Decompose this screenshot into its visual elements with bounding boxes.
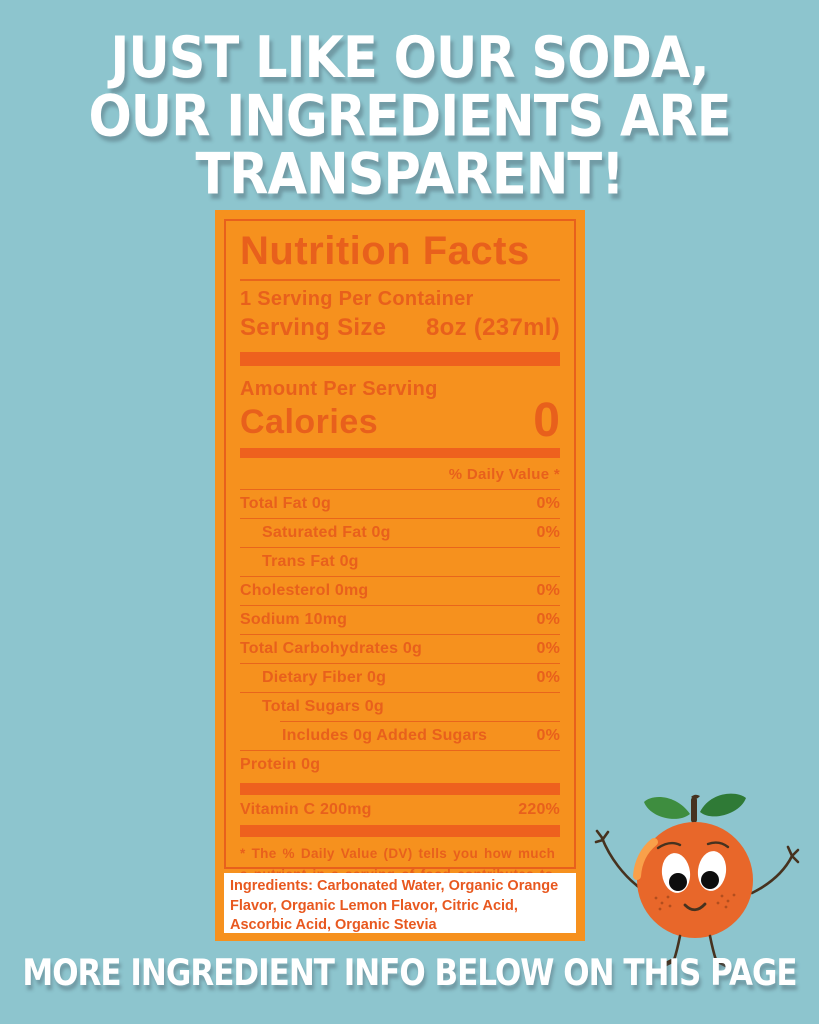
footer-text: MORE INGREDIENT INFO BELOW ON THIS PAGE <box>22 952 797 995</box>
calories-value: 0 <box>533 394 560 447</box>
nutrient-row-saturated-fat: Saturated Fat 0g 0% <box>262 524 560 542</box>
title-line-1: JUST LIKE OUR SODA, <box>110 25 709 92</box>
mascot-freckles <box>654 893 736 911</box>
nutrient-row-cholesterol: Cholesterol 0mg 0% <box>240 582 560 600</box>
amount-per-serving-label: Amount Per Serving <box>240 378 438 400</box>
ingredients-box: Ingredients: Carbonated Water, Organic O… <box>224 873 576 933</box>
orange-mascot <box>594 793 800 968</box>
nutrient-row-total-carbohydrates: Total Carbohydrates 0g 0% <box>240 640 560 658</box>
nutrient-row-dietary-fiber: Dietary Fiber 0g 0% <box>262 669 560 687</box>
mascot-arms <box>594 829 800 895</box>
calories-label: Calories <box>240 403 379 442</box>
nutrient-row-vitamin-c: Vitamin C 200mg 220% <box>240 801 560 819</box>
nutrient-row-trans-fat: Trans Fat 0g <box>262 553 359 571</box>
thick-bar <box>240 352 560 366</box>
divider <box>240 663 560 665</box>
servings-per-container: 1 Serving Per Container <box>240 288 474 310</box>
nutrient-row-protein: Protein 0g <box>240 756 321 774</box>
divider <box>240 634 560 636</box>
divider <box>280 721 560 723</box>
nutrient-row-total-fat: Total Fat 0g 0% <box>240 495 560 513</box>
nutrient-row-total-sugars: Total Sugars 0g <box>262 698 384 716</box>
nutrition-label-card: Nutrition Facts 1 Serving Per Container … <box>215 210 585 941</box>
calories-row: Calories 0 <box>240 394 560 447</box>
mascot-body <box>637 822 753 938</box>
title-line-2: OUR INGREDIENTS ARE <box>88 83 731 150</box>
nutrient-row-added-sugars: Includes 0g Added Sugars 0% <box>282 727 560 745</box>
divider <box>240 605 560 607</box>
divider <box>240 576 560 578</box>
nutrition-facts-title: Nutrition Facts <box>240 229 530 273</box>
serving-size-value: 8oz (237ml) <box>425 314 560 341</box>
serving-size-row: Serving Size 8oz (237ml) <box>240 314 560 342</box>
divider <box>240 279 560 281</box>
mascot-highlight <box>633 838 658 880</box>
divider <box>240 692 560 694</box>
nutrition-facts-panel: Nutrition Facts 1 Serving Per Container … <box>224 219 576 924</box>
page-title: JUST LIKE OUR SODA, OUR INGREDIENTS ARE … <box>0 25 819 209</box>
divider <box>240 518 560 520</box>
thick-bar <box>240 783 560 796</box>
thick-bar <box>240 825 560 838</box>
nutrient-row-sodium: Sodium 10mg 0% <box>240 611 560 629</box>
title-line-3: TRANSPARENT! <box>195 142 625 209</box>
thick-bar <box>240 448 560 459</box>
divider <box>240 489 560 491</box>
mascot-leaves <box>644 793 746 823</box>
divider <box>240 547 560 549</box>
mascot-face <box>654 841 736 912</box>
mascot-legs <box>661 934 729 968</box>
daily-value-header: % Daily Value * <box>448 466 560 484</box>
serving-size-label: Serving Size <box>240 314 387 341</box>
divider <box>240 750 560 752</box>
